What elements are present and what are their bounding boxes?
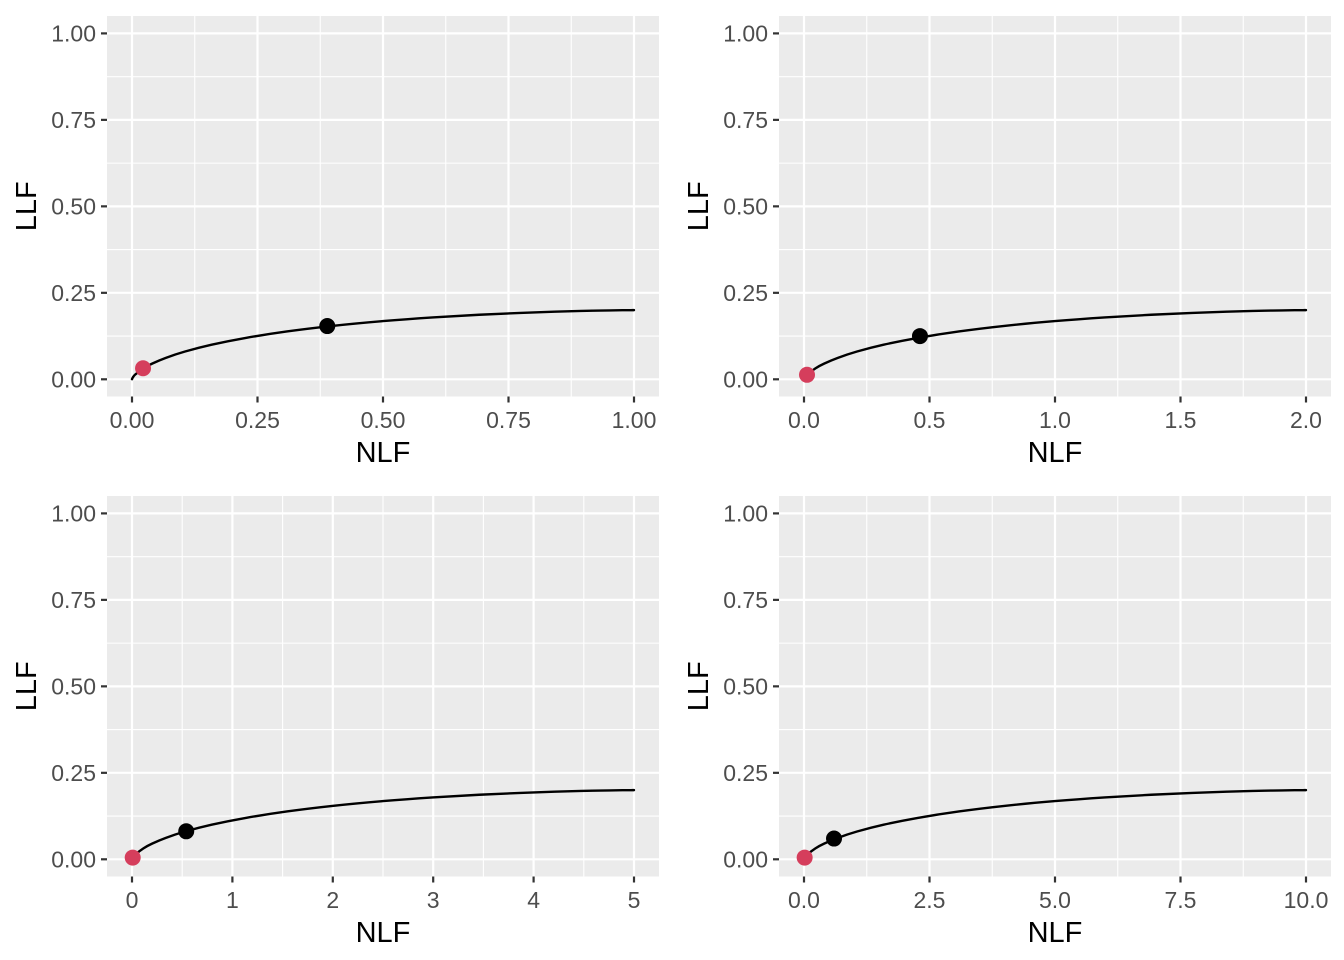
x-axis-title: NLF xyxy=(1028,437,1083,469)
froc-panel-top-left: 0.00 0.25 0.50 0.75 1.00 0.00 0.25 0.50 0.75 1.00… xyxy=(0,0,672,480)
x-axis-title: NLF xyxy=(1028,917,1083,949)
y-axis-tick-label: 0.25 xyxy=(51,280,96,306)
operating-point xyxy=(319,318,336,335)
x-axis-tick-label: 1.0 xyxy=(1039,407,1071,433)
y-axis-tick-label: 0.75 xyxy=(723,107,768,133)
froc-plot-svg: 0.0 0.5 1.0 1.5 2.0 0.00 0.25 0.50 0.75 1.00 NLF LL… xyxy=(683,16,1331,469)
x-axis-tick-label: 0.25 xyxy=(235,407,280,433)
x-axis-tick-label: 10.0 xyxy=(1284,887,1329,913)
y-axis-tick-label: 1.00 xyxy=(723,20,768,46)
y-axis-tick-label: 0.00 xyxy=(723,366,768,392)
froc-plot-svg: 0.0 2.5 5.0 7.5 10.0 0.00 0.25 0.50 0.75 1.00 NLF L… xyxy=(683,496,1331,949)
y-axis-tick-label: 0.00 xyxy=(51,366,96,392)
y-axis-tick-label: 1.00 xyxy=(51,20,96,46)
y-axis-tick-label: 0.75 xyxy=(51,107,96,133)
y-axis-title: LLF xyxy=(11,661,43,711)
y-axis-tick-label: 0.75 xyxy=(51,587,96,613)
y-axis-tick-label: 0.00 xyxy=(723,846,768,872)
froc-panel-bottom-left: 0 1 2 3 4 5 0.00 0.25 0.50 0.75 1.00 NLF LLF xyxy=(0,480,672,960)
y-axis-tick-label: 0.25 xyxy=(723,280,768,306)
operating-point xyxy=(178,823,195,840)
end-point xyxy=(135,360,152,377)
froc-panel-bottom-right: 0.0 2.5 5.0 7.5 10.0 0.00 0.25 0.50 0.75 1.00 NLF L… xyxy=(672,480,1344,960)
y-axis-tick-label: 0.75 xyxy=(723,587,768,613)
froc-curve xyxy=(130,788,636,861)
x-axis-tick-label: 1 xyxy=(226,887,239,913)
x-axis-tick-label: 0.50 xyxy=(361,407,406,433)
y-axis-title: LLF xyxy=(683,181,715,231)
x-axis-tick-label: 5.0 xyxy=(1039,887,1071,913)
end-point xyxy=(124,849,141,866)
y-axis-tick-label: 0.50 xyxy=(51,673,96,699)
x-axis-tick-label: 0.0 xyxy=(788,887,820,913)
operating-point xyxy=(826,830,843,847)
y-axis-tick-label: 0.50 xyxy=(723,193,768,219)
x-axis-title: NLF xyxy=(356,437,411,469)
x-axis-tick-label: 1.5 xyxy=(1165,407,1197,433)
operating-point xyxy=(911,328,928,345)
x-axis-tick-label: 2.0 xyxy=(1290,407,1322,433)
y-axis-title: LLF xyxy=(683,661,715,711)
froc-plot-svg: 0 1 2 3 4 5 0.00 0.25 0.50 0.75 1.00 NLF LLF xyxy=(11,496,659,949)
y-axis-title: LLF xyxy=(11,181,43,231)
froc-curve xyxy=(802,308,1308,381)
x-axis-tick-label: 0.0 xyxy=(788,407,820,433)
froc-curve xyxy=(802,788,1308,861)
y-axis-tick-label: 1.00 xyxy=(51,500,96,526)
x-axis-tick-label: 1.00 xyxy=(612,407,657,433)
froc-plot-svg: 0.00 0.25 0.50 0.75 1.00 0.00 0.25 0.50 0.75 1.00… xyxy=(11,16,659,469)
x-axis-tick-label: 0.75 xyxy=(486,407,531,433)
froc-panel-top-right: 0.0 0.5 1.0 1.5 2.0 0.00 0.25 0.50 0.75 1.00 NLF LL… xyxy=(672,0,1344,480)
y-axis-tick-label: 0.50 xyxy=(51,193,96,219)
y-axis-tick-label: 0.50 xyxy=(723,673,768,699)
x-axis-tick-label: 7.5 xyxy=(1165,887,1197,913)
x-axis-tick-label: 3 xyxy=(427,887,440,913)
x-axis-tick-label: 5 xyxy=(628,887,641,913)
end-point xyxy=(796,849,813,866)
x-axis-tick-label: 0.00 xyxy=(110,407,155,433)
y-axis-tick-label: 0.00 xyxy=(51,846,96,872)
x-axis-tick-label: 0 xyxy=(126,887,139,913)
y-axis-tick-label: 1.00 xyxy=(723,500,768,526)
y-axis-tick-label: 0.25 xyxy=(51,760,96,786)
y-axis-tick-label: 0.25 xyxy=(723,760,768,786)
x-axis-tick-label: 4 xyxy=(527,887,540,913)
x-axis-tick-label: 2 xyxy=(326,887,339,913)
end-point xyxy=(799,366,816,383)
x-axis-tick-label: 2.5 xyxy=(914,887,946,913)
x-axis-title: NLF xyxy=(356,917,411,949)
x-axis-tick-label: 0.5 xyxy=(914,407,946,433)
